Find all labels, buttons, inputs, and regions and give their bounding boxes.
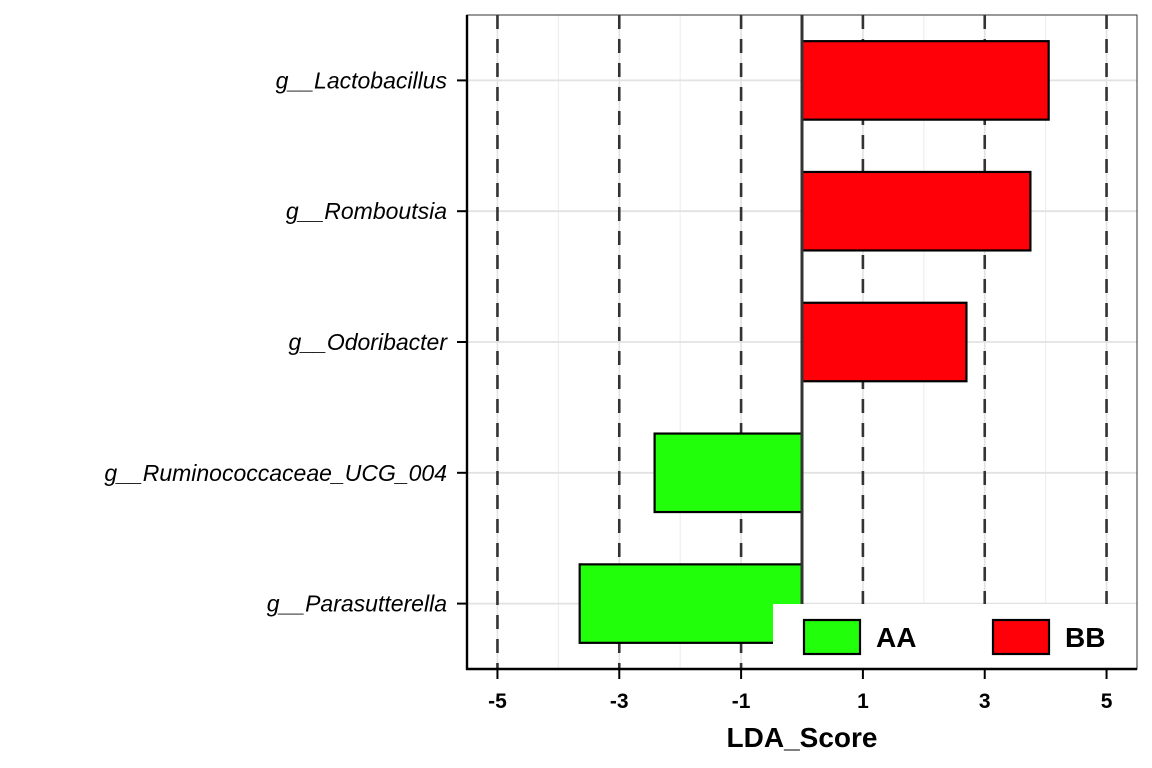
bar bbox=[800, 40, 1050, 121]
category-label: g__Ruminococcaceae_UCG_004 bbox=[104, 460, 447, 486]
legend: AA BB bbox=[773, 604, 1137, 670]
x-tick-label: -5 bbox=[488, 690, 507, 713]
x-tick-label: 3 bbox=[979, 690, 991, 713]
x-tick-labels-layer: -5 -3 -1 1 3 5 bbox=[488, 690, 1113, 713]
x-axis-title: LDA_Score bbox=[727, 722, 878, 753]
category-label: g__Parasutterella bbox=[267, 591, 447, 617]
x-tick-label: 5 bbox=[1101, 690, 1113, 713]
x-tick-label: -1 bbox=[732, 690, 751, 713]
bar bbox=[800, 170, 1032, 252]
axes-layer bbox=[457, 14, 1138, 679]
x-tick-label: 1 bbox=[857, 690, 869, 713]
category-label: g__Lactobacillus bbox=[276, 67, 448, 93]
dashed-lines-layer bbox=[496, 15, 1108, 669]
bar bbox=[578, 563, 804, 644]
legend-key-bb bbox=[991, 618, 1051, 656]
bar bbox=[653, 432, 804, 514]
legend-key-aa bbox=[802, 618, 862, 656]
category-label: g__Romboutsia bbox=[286, 198, 447, 224]
legend-label-aa: AA bbox=[876, 622, 916, 653]
legend-label-bb: BB bbox=[1065, 622, 1105, 653]
category-label: g__Odoribacter bbox=[288, 329, 448, 355]
x-tick-label: -3 bbox=[610, 690, 629, 713]
bar bbox=[800, 301, 968, 383]
category-labels-layer: g__Lactobacillus g__Romboutsia g__Odoribac… bbox=[104, 67, 448, 616]
